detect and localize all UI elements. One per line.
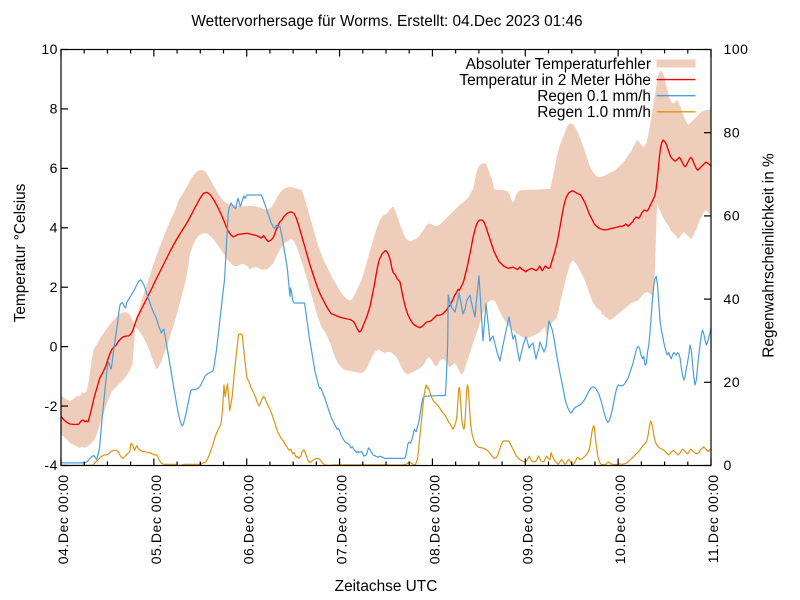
svg-text:8: 8: [50, 101, 58, 117]
svg-text:Regenwahrscheinlichkeit in %: Regenwahrscheinlichkeit in %: [760, 153, 777, 358]
svg-text:Temperatur °Celsius: Temperatur °Celsius: [12, 183, 29, 322]
svg-text:Absoluter Temperaturfehler: Absoluter Temperaturfehler: [466, 56, 651, 73]
svg-text:2: 2: [50, 279, 58, 295]
svg-text:08.Dec 00:00: 08.Dec 00:00: [426, 474, 442, 564]
svg-text:10.Dec 00:00: 10.Dec 00:00: [612, 474, 628, 564]
svg-text:05.Dec 00:00: 05.Dec 00:00: [148, 474, 164, 564]
svg-text:6: 6: [50, 160, 58, 176]
svg-text:06.Dec 00:00: 06.Dec 00:00: [241, 474, 257, 564]
svg-text:Wettervorhersage für Worms. Er: Wettervorhersage für Worms. Erstellt: 04…: [191, 13, 582, 30]
svg-text:11.Dec 00:00: 11.Dec 00:00: [705, 474, 721, 563]
svg-text:Temperatur in 2 Meter Höhe: Temperatur in 2 Meter Höhe: [459, 72, 651, 89]
svg-text:07.Dec 00:00: 07.Dec 00:00: [334, 474, 350, 564]
svg-text:0: 0: [50, 338, 58, 354]
svg-text:80: 80: [724, 124, 741, 140]
svg-text:10: 10: [41, 41, 58, 57]
svg-text:-2: -2: [44, 398, 58, 414]
svg-text:60: 60: [724, 208, 741, 224]
svg-text:20: 20: [724, 374, 741, 390]
svg-text:04.Dec 00:00: 04.Dec 00:00: [55, 474, 71, 564]
svg-text:0: 0: [724, 457, 732, 473]
svg-text:40: 40: [724, 291, 741, 307]
svg-text:4: 4: [50, 220, 58, 236]
svg-text:100: 100: [724, 41, 749, 57]
svg-text:-4: -4: [44, 457, 58, 473]
svg-text:Zeitachse UTC: Zeitachse UTC: [335, 578, 438, 595]
svg-text:Regen 0.1 mm/h: Regen 0.1 mm/h: [537, 88, 651, 105]
svg-text:09.Dec 00:00: 09.Dec 00:00: [519, 474, 535, 564]
svg-text:Regen 1.0 mm/h: Regen 1.0 mm/h: [537, 104, 651, 121]
